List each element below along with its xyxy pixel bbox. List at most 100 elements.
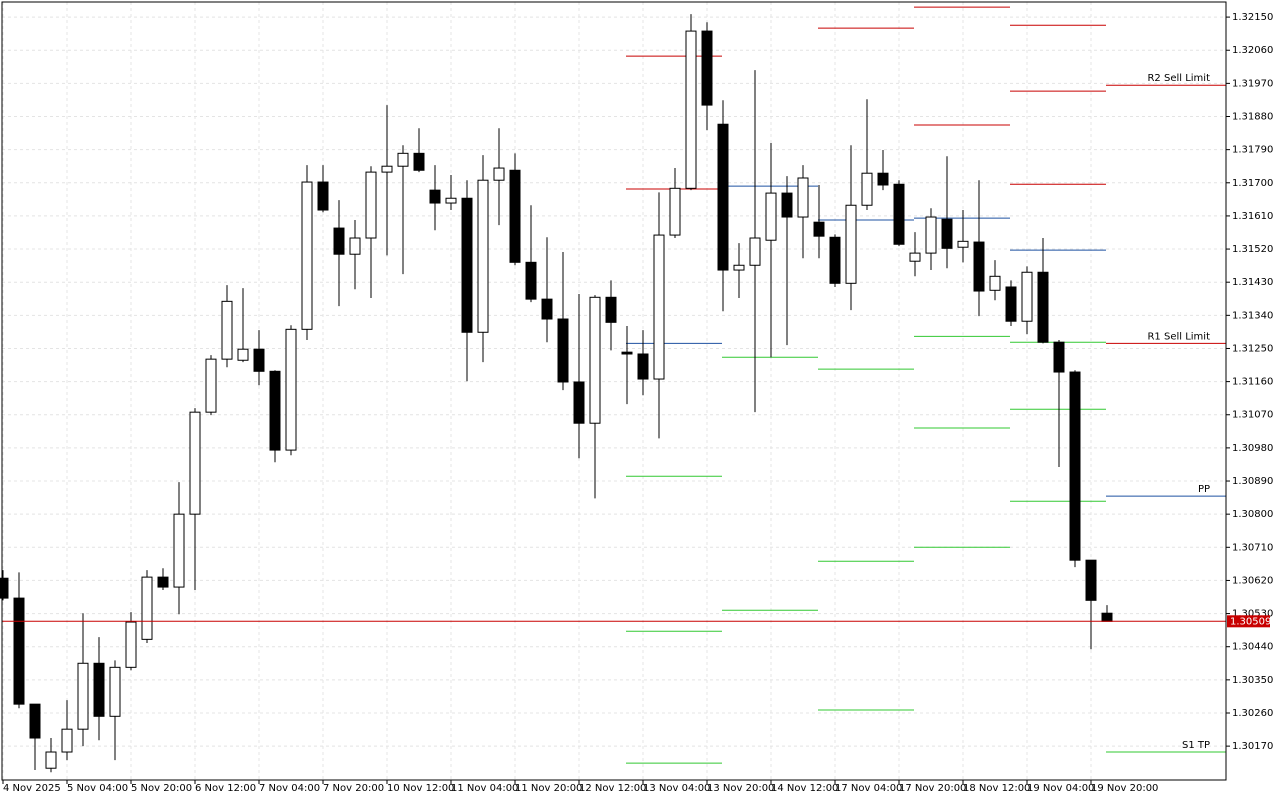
- candle-body: [861, 172, 873, 206]
- x-tick-label: 14 Nov 12:00: [771, 783, 838, 794]
- y-tick-label: 1.31430: [1232, 277, 1273, 288]
- candle-body: [941, 218, 953, 249]
- y-tick-label: 1.30530: [1232, 609, 1273, 620]
- y-tick-label: 1.31520: [1232, 244, 1273, 255]
- x-tick-label: 11 Nov 04:00: [451, 783, 518, 794]
- y-tick-label: 1.30890: [1232, 476, 1273, 487]
- plot-frame: [1, 1, 1227, 781]
- y-tick-label: 1.31610: [1232, 211, 1273, 222]
- candle-body: [461, 197, 473, 333]
- candle-body: [253, 348, 265, 372]
- candle-body: [413, 152, 425, 171]
- pivot-label: R1 Sell Limit: [1147, 331, 1210, 342]
- candle-body: [541, 298, 553, 320]
- candle-body: [557, 318, 569, 383]
- x-tick-label: 19 Nov 20:00: [1091, 783, 1158, 794]
- candle-body: [1021, 271, 1033, 322]
- candle-body: [1069, 371, 1081, 561]
- candle-body: [525, 261, 537, 300]
- candle-body: [381, 165, 393, 173]
- y-tick-label: 1.31160: [1232, 377, 1273, 388]
- candle-body: [317, 181, 329, 211]
- candle-body: [141, 576, 153, 640]
- candle-body: [333, 227, 345, 255]
- y-tick-label: 1.31700: [1232, 178, 1273, 189]
- candle-body: [429, 189, 441, 204]
- x-tick-label: 18 Nov 12:00: [963, 783, 1030, 794]
- x-tick-label: 12 Nov 12:00: [579, 783, 646, 794]
- y-tick-label: 1.31790: [1232, 145, 1273, 156]
- candle-body: [733, 264, 745, 271]
- candle-body: [621, 351, 633, 355]
- pivot-label: S1 TP: [1182, 740, 1210, 751]
- x-tick-label: 13 Nov 20:00: [707, 783, 774, 794]
- y-tick-label: 1.30170: [1232, 741, 1273, 752]
- candle-body: [829, 236, 841, 284]
- candle-body: [701, 30, 713, 106]
- candle-body: [493, 167, 505, 181]
- x-tick-label: 5 Nov 04:00: [67, 783, 128, 794]
- x-tick-label: 10 Nov 12:00: [387, 783, 454, 794]
- candle-body: [1053, 341, 1065, 373]
- x-tick-label: 17 Nov 04:00: [835, 783, 902, 794]
- y-tick-label: 1.31070: [1232, 410, 1273, 421]
- candle-body: [589, 296, 601, 424]
- candle-body: [61, 728, 73, 753]
- candle-body: [173, 513, 185, 588]
- candle-body: [93, 662, 105, 717]
- y-tick-label: 1.31340: [1232, 310, 1273, 321]
- candle-body: [1037, 271, 1049, 343]
- candle-body: [765, 192, 777, 241]
- x-tick-label: 17 Nov 20:00: [899, 783, 966, 794]
- candle-body: [957, 240, 969, 248]
- current-price-box: [1227, 615, 1270, 628]
- y-tick-label: 1.30260: [1232, 708, 1273, 719]
- candle-body: [797, 177, 809, 218]
- y-tick-label: 1.30980: [1232, 443, 1273, 454]
- y-tick-label: 1.30620: [1232, 575, 1273, 586]
- candle-body: [45, 751, 57, 769]
- candle-body: [637, 353, 649, 380]
- y-tick-label: 1.30350: [1232, 675, 1273, 686]
- candle-body: [237, 348, 249, 361]
- candle-body: [349, 237, 361, 255]
- candle-body: [301, 181, 313, 330]
- candle-body: [973, 241, 985, 292]
- candle-body: [845, 204, 857, 284]
- y-tick-label: 1.30800: [1232, 509, 1273, 520]
- y-tick-label: 1.31250: [1232, 343, 1273, 354]
- candle-body: [925, 216, 937, 254]
- x-tick-label: 13 Nov 04:00: [643, 783, 710, 794]
- candle-body: [1085, 559, 1097, 601]
- candle-body: [909, 252, 921, 262]
- current-price-label: 1.30509: [1230, 616, 1271, 627]
- y-tick-label: 1.30440: [1232, 642, 1273, 653]
- candle-body: [717, 123, 729, 271]
- candle-body: [813, 221, 825, 237]
- candle-body: [605, 296, 617, 323]
- candle-body: [509, 169, 521, 263]
- pivot-label: R2 Sell Limit: [1147, 73, 1210, 84]
- candle-body: [125, 621, 137, 668]
- candle-body: [109, 666, 121, 717]
- candle-body: [269, 370, 281, 451]
- candle-body: [1005, 286, 1017, 322]
- x-tick-label: 4 Nov 2025: [3, 783, 61, 794]
- candle-body: [29, 703, 41, 739]
- candle-body: [13, 597, 25, 705]
- candle-body: [749, 237, 761, 266]
- x-tick-label: 5 Nov 20:00: [131, 783, 192, 794]
- x-tick-label: 7 Nov 20:00: [323, 783, 384, 794]
- y-tick-label: 1.32060: [1232, 45, 1273, 56]
- x-tick-label: 7 Nov 04:00: [259, 783, 320, 794]
- candle-body: [477, 179, 489, 333]
- y-tick-label: 1.31970: [1232, 78, 1273, 89]
- candle-body: [573, 381, 585, 424]
- y-tick-label: 1.31880: [1232, 112, 1273, 123]
- x-tick-label: 6 Nov 12:00: [195, 783, 256, 794]
- candle-body: [445, 197, 457, 204]
- candle-body: [989, 275, 1001, 291]
- candle-body: [781, 192, 793, 218]
